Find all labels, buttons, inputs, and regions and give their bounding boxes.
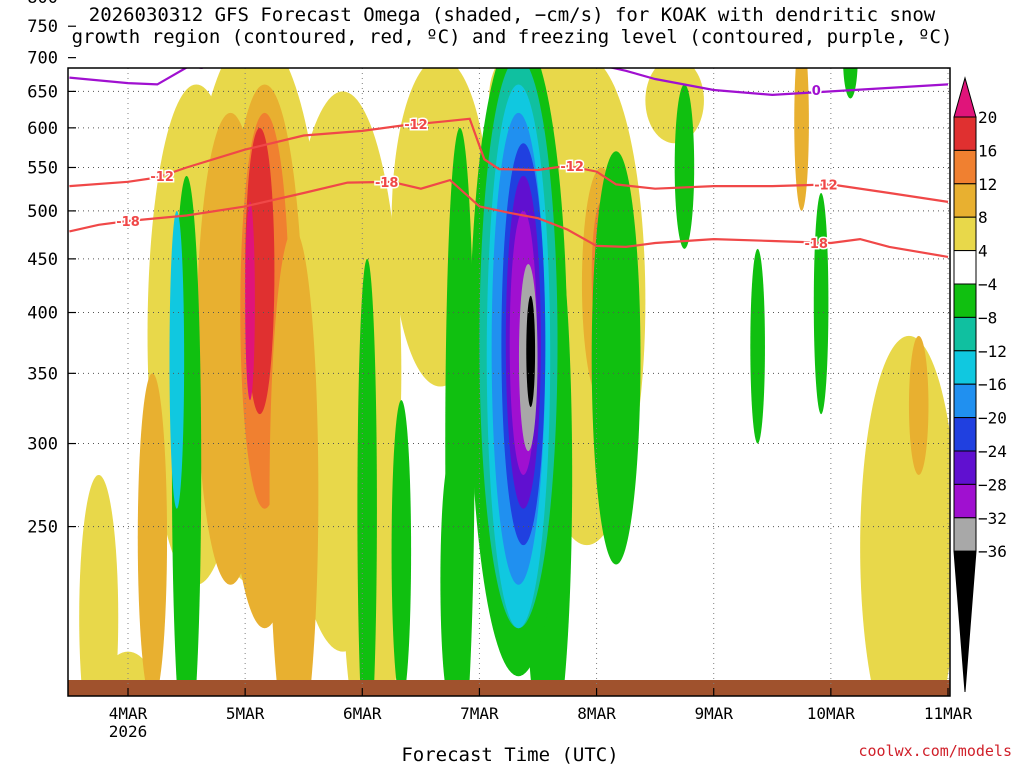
y-tick-label: 650 <box>27 82 58 102</box>
colorbar-label: 20 <box>978 108 997 127</box>
omega-band <box>674 84 695 249</box>
omega-band <box>813 193 829 415</box>
colorbar-bin <box>953 517 977 552</box>
colorbar-bin <box>953 283 977 318</box>
contour-label: -18 <box>375 176 399 191</box>
colorbar-bin <box>953 383 977 419</box>
omega-band <box>794 68 809 211</box>
colorbar-label: 8 <box>978 208 988 227</box>
omega-band <box>591 151 641 565</box>
colorbar-label: −24 <box>978 442 1007 461</box>
contour-label: 0 <box>553 45 562 60</box>
colorbar-bin <box>953 483 977 519</box>
plot-frame <box>67 67 951 697</box>
colorbar-bottom-arrow <box>953 550 977 693</box>
x-tick-label: 7MAR <box>460 704 499 723</box>
contour-label: -18 <box>116 215 140 230</box>
colorbar-label: −16 <box>978 375 1007 394</box>
y-tick-label: 250 <box>27 518 58 538</box>
y-tick-label: 450 <box>27 250 58 270</box>
y-tick-label: 700 <box>27 49 58 69</box>
contour-label: 0 <box>812 84 821 99</box>
x-axis-label: Forecast Time (UTC) <box>401 744 619 766</box>
y-tick-label: 600 <box>27 119 58 139</box>
contour--12 <box>69 117 949 203</box>
contour-label: -12 <box>150 170 174 185</box>
y-tick-label: 750 <box>27 17 58 37</box>
y-tick-label: 800 <box>27 0 58 8</box>
colorbar-label: −28 <box>978 475 1007 494</box>
x-tick-label: 5MAR <box>226 704 265 723</box>
contour-label: 0 <box>402 14 411 29</box>
omega-band <box>908 335 929 475</box>
omega-band <box>391 400 412 696</box>
contour-0 <box>69 68 949 97</box>
colorbar-label: −8 <box>978 308 997 327</box>
colorbar-bin <box>953 149 977 185</box>
x-tick-label: 6MAR <box>343 704 382 723</box>
colorbar-label: −12 <box>978 342 1007 361</box>
y-tick-label: 300 <box>27 435 58 455</box>
omega-band <box>440 459 460 696</box>
chart-title: 2026030312 GFS Forecast Omega (shaded, −… <box>0 4 1024 48</box>
colorbar-label: −36 <box>978 542 1007 561</box>
colorbar-bin <box>953 183 977 218</box>
surface-ground <box>68 680 950 696</box>
colorbar-label: 16 <box>978 141 997 160</box>
y-axis: 2503003504004505005506006507007508008509… <box>27 0 76 538</box>
omega-band <box>137 373 168 696</box>
colorbar-bin <box>953 216 977 252</box>
omega-band <box>484 0 552 26</box>
omega-band <box>169 210 185 509</box>
colorbar-label: −4 <box>978 275 997 294</box>
x-tick-label: 11MAR <box>924 704 973 723</box>
y-tick-label: 350 <box>27 364 58 384</box>
colorbar-bin <box>953 417 977 452</box>
x-tick-label: 4MAR <box>109 704 148 723</box>
contour--18 <box>69 178 949 258</box>
x-tick-label: 9MAR <box>694 704 733 723</box>
contour-label: -12 <box>404 118 428 133</box>
colorbar-label: 12 <box>978 175 997 194</box>
colorbar-bin <box>953 350 977 385</box>
chart-title-line1: 2026030312 GFS Forecast Omega (shaded, −… <box>88 4 936 26</box>
contour-label: 0 <box>197 58 206 73</box>
y-tick-label: 550 <box>27 158 58 178</box>
omega-band <box>526 295 536 408</box>
contour-label: -12 <box>814 178 838 193</box>
colorbar-top-arrow <box>953 76 977 118</box>
omega-band <box>79 475 119 696</box>
chart-title-line2: growth region (contoured, red, ºC) and f… <box>71 26 953 48</box>
x-tick-label: 8MAR <box>577 704 616 723</box>
colorbar-bin <box>953 250 977 285</box>
omega-band <box>245 201 255 401</box>
y-tick-label: 400 <box>27 304 58 324</box>
omega-band <box>374 0 389 32</box>
colorbar-label: 4 <box>978 242 988 261</box>
y-tick-label: 500 <box>27 202 58 222</box>
credit-text: coolwx.com/models <box>858 742 1012 760</box>
contour-label: -12 <box>560 160 584 175</box>
omega-band <box>843 68 858 99</box>
colorbar-bin <box>953 450 977 485</box>
omega-band <box>269 229 319 696</box>
x-tick-label: 10MAR <box>807 704 856 723</box>
x-tick-sublabel: 2026 <box>109 722 148 741</box>
contour-lines: -18 -18 -18 -12 -12 -12 -12 0 0 0 0 <box>69 14 949 258</box>
colorbar: 20 16 12 8 4 −4 −8 −12 −16 −20 −24 −28 −32 −36 <box>953 76 1007 693</box>
contour-label: -18 <box>804 237 828 252</box>
omega-band <box>750 248 765 444</box>
colorbar-label: −20 <box>978 409 1007 428</box>
gridlines <box>68 68 950 696</box>
omega-band <box>470 0 568 64</box>
colorbar-bin <box>953 316 977 352</box>
colorbar-label: −32 <box>978 509 1007 528</box>
colorbar-bin <box>953 116 977 151</box>
omega-band <box>645 68 704 144</box>
